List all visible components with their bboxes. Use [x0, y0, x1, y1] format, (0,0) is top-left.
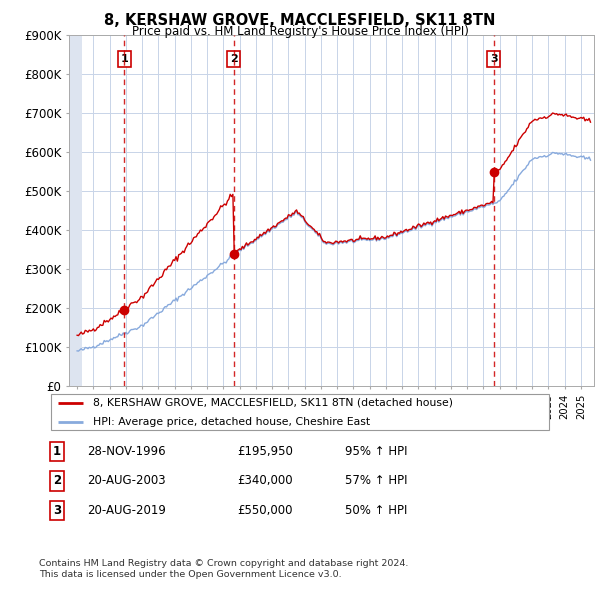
Text: £195,950: £195,950 — [237, 445, 293, 458]
Text: 95% ↑ HPI: 95% ↑ HPI — [345, 445, 407, 458]
Text: 28-NOV-1996: 28-NOV-1996 — [87, 445, 166, 458]
Text: £550,000: £550,000 — [237, 504, 293, 517]
Text: 57% ↑ HPI: 57% ↑ HPI — [345, 474, 407, 487]
Text: 3: 3 — [53, 504, 61, 517]
Bar — [69, 35, 82, 386]
Text: 1: 1 — [121, 54, 128, 64]
Text: 8, KERSHAW GROVE, MACCLESFIELD, SK11 8TN (detached house): 8, KERSHAW GROVE, MACCLESFIELD, SK11 8TN… — [94, 398, 454, 408]
Text: 3: 3 — [490, 54, 497, 64]
Text: 2: 2 — [230, 54, 238, 64]
FancyBboxPatch shape — [50, 394, 550, 430]
Text: 20-AUG-2003: 20-AUG-2003 — [87, 474, 166, 487]
Text: £340,000: £340,000 — [237, 474, 293, 487]
Text: 20-AUG-2019: 20-AUG-2019 — [87, 504, 166, 517]
Text: Contains HM Land Registry data © Crown copyright and database right 2024.: Contains HM Land Registry data © Crown c… — [39, 559, 409, 568]
Text: 1: 1 — [53, 445, 61, 458]
Text: HPI: Average price, detached house, Cheshire East: HPI: Average price, detached house, Ches… — [94, 417, 370, 427]
Text: Price paid vs. HM Land Registry's House Price Index (HPI): Price paid vs. HM Land Registry's House … — [131, 25, 469, 38]
Text: 8, KERSHAW GROVE, MACCLESFIELD, SK11 8TN: 8, KERSHAW GROVE, MACCLESFIELD, SK11 8TN — [104, 13, 496, 28]
Text: This data is licensed under the Open Government Licence v3.0.: This data is licensed under the Open Gov… — [39, 571, 341, 579]
Text: 2: 2 — [53, 474, 61, 487]
Text: 50% ↑ HPI: 50% ↑ HPI — [345, 504, 407, 517]
